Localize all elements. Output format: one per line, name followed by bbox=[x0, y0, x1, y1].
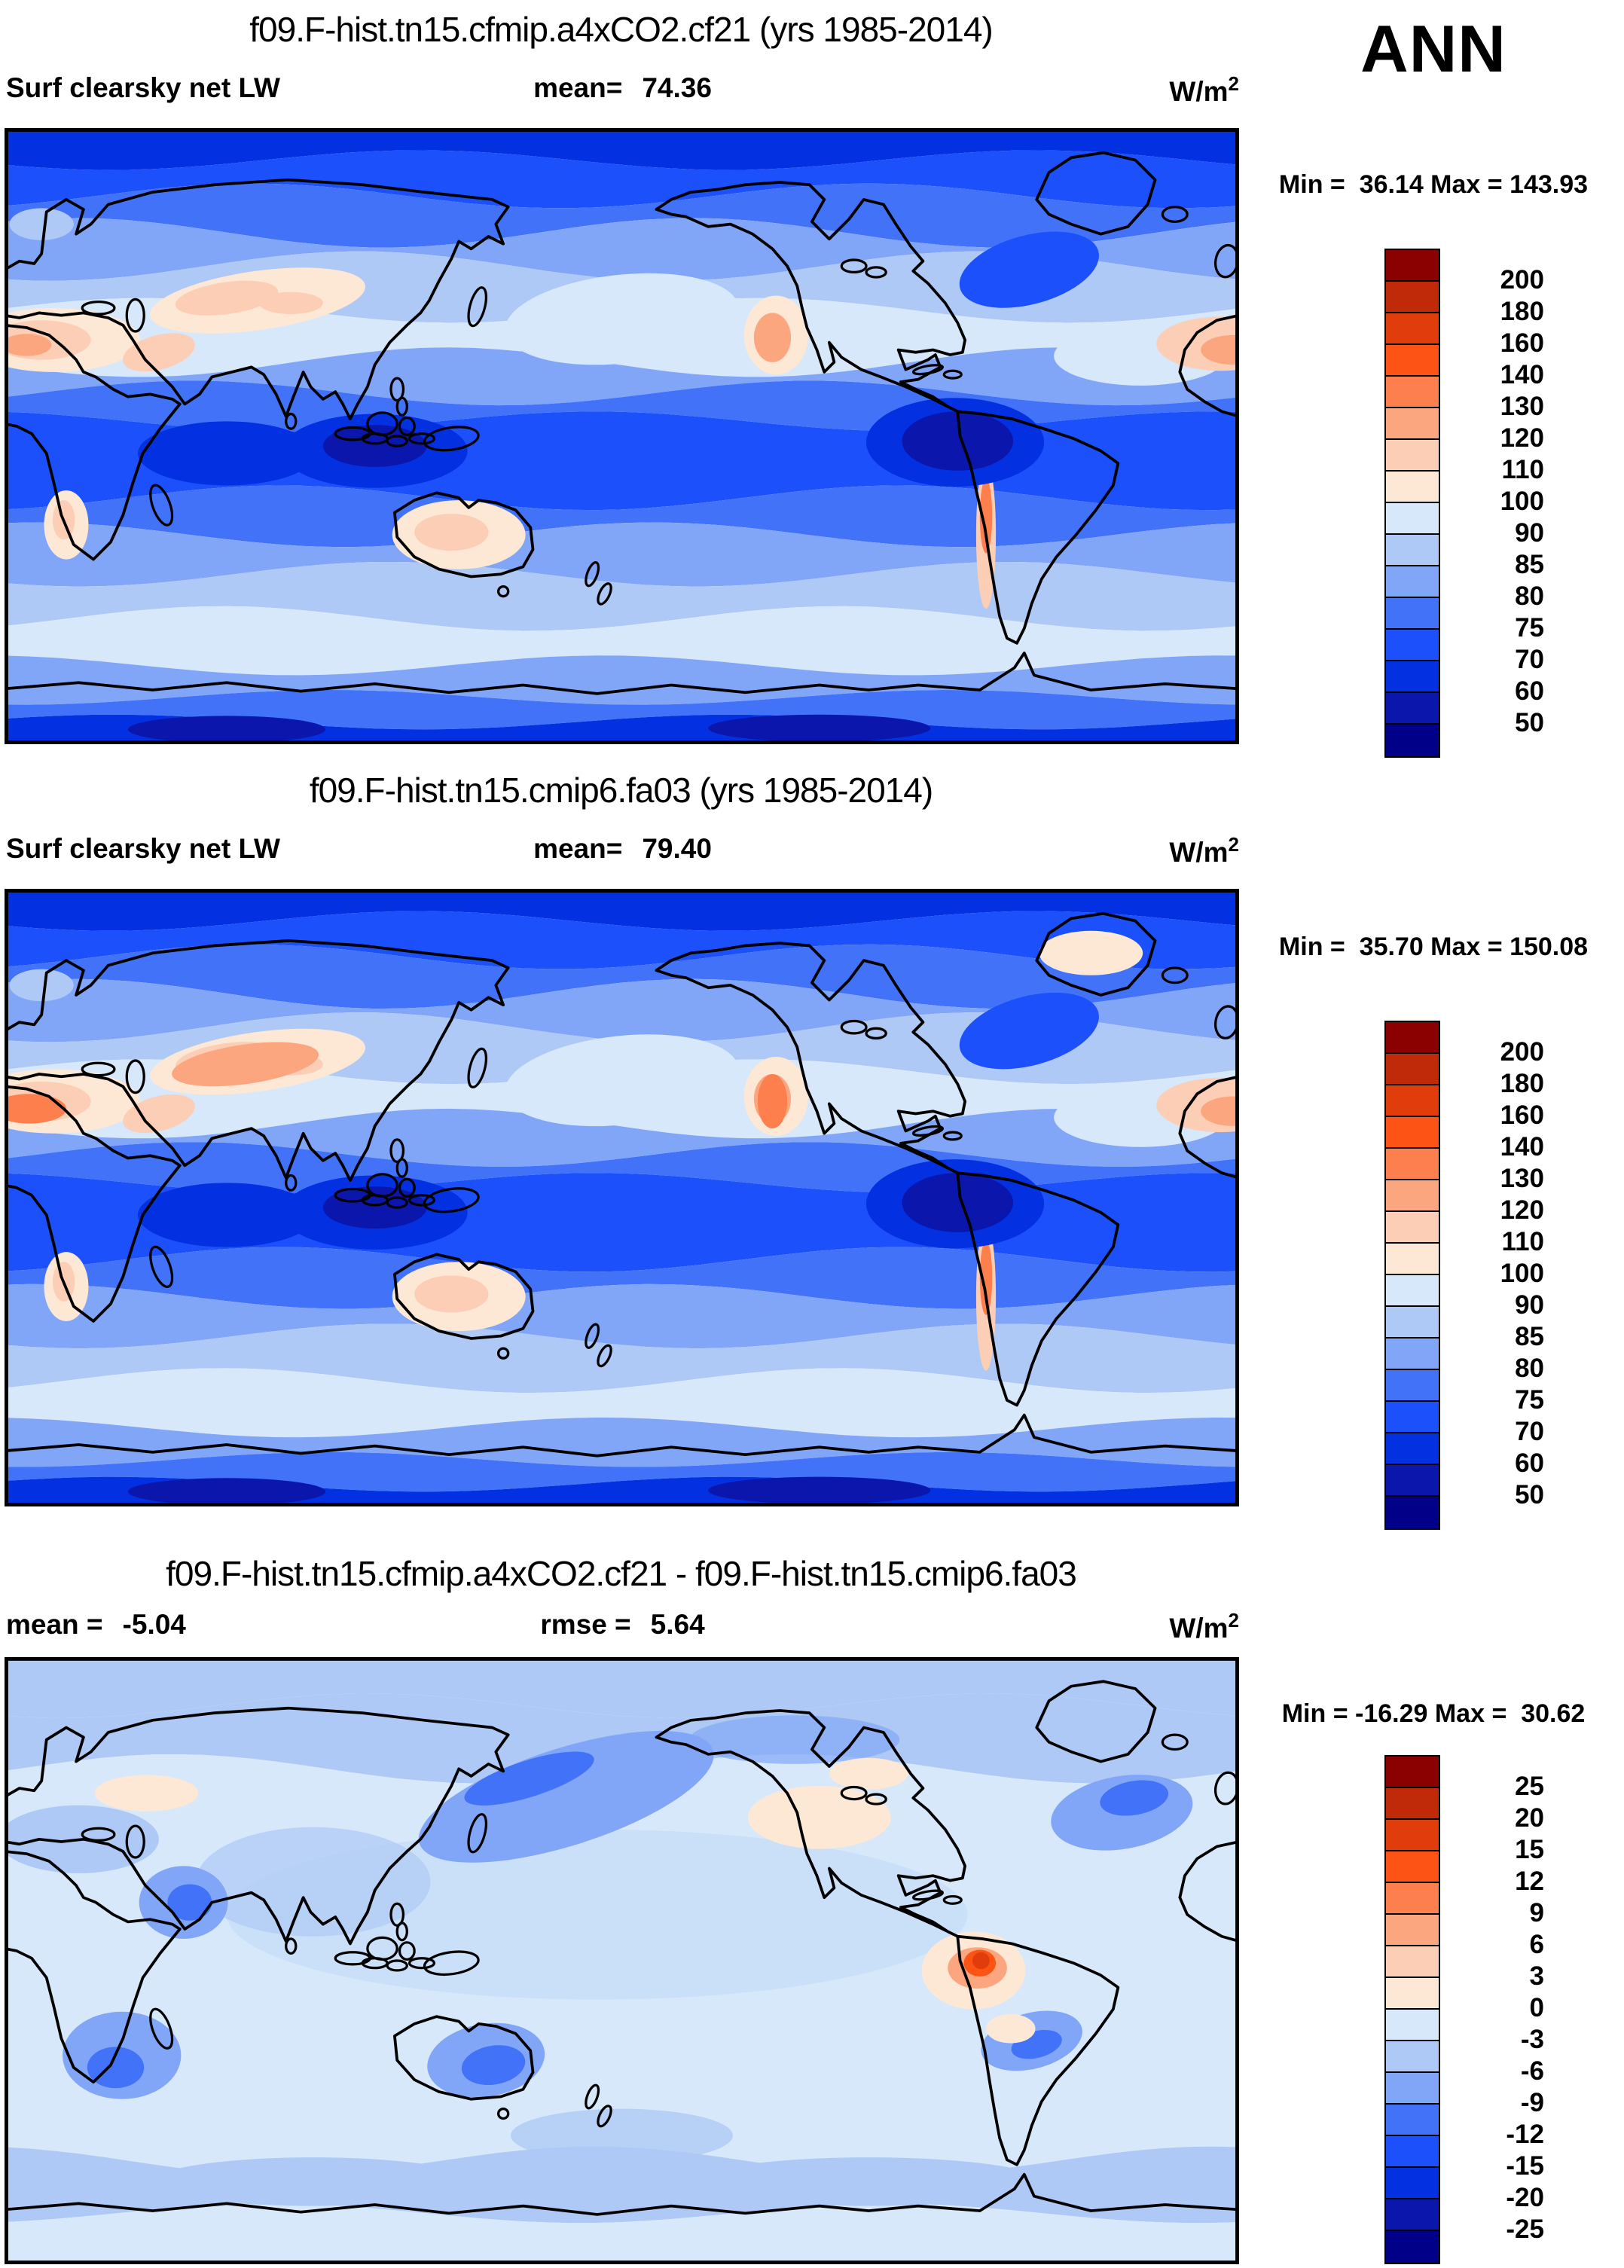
colorbar-3-tick-label: -25 bbox=[1506, 2215, 1544, 2244]
season-label: ANN bbox=[1360, 11, 1506, 86]
colorbar-2-labels: 200 180 160 140 130 120 110 100 90 85 80 75 70 60 50 bbox=[1454, 1021, 1544, 1527]
colorbar-1-tick-label: 70 bbox=[1515, 645, 1544, 674]
panel-1-mean-label: mean= bbox=[533, 72, 623, 103]
colorbar-3-tick-label: 20 bbox=[1515, 1803, 1544, 1833]
colorbar-2-tick-label: 110 bbox=[1501, 1227, 1544, 1256]
colorbar-3-cells bbox=[1384, 1755, 1440, 2264]
map-1-canvas bbox=[5, 128, 1239, 744]
panel-2-units-label: W/m2 bbox=[1169, 833, 1239, 868]
colorbar-1-cells bbox=[1384, 249, 1440, 758]
colorbar-3-tick-label: 6 bbox=[1529, 1930, 1544, 1959]
colorbar-3-tick-label: -6 bbox=[1520, 2056, 1544, 2086]
colorbar-2-tick-label: 85 bbox=[1515, 1322, 1544, 1351]
colorbar-2-tick-label: 100 bbox=[1500, 1259, 1544, 1288]
colorbar-1-tick-label: 90 bbox=[1515, 518, 1544, 548]
colorbar-3-tick-label: 12 bbox=[1515, 1867, 1544, 1896]
panel-3-mean-value: -5.04 bbox=[122, 1609, 186, 1640]
colorbar-3-labels: 25 20 15 12 9 6 3 0 -3 -6 -9 -12 -15 -20 -25 bbox=[1454, 1755, 1544, 2261]
panel-1-title: f09.F-hist.tn15.cfmip.a4xCO2.cf21 (yrs 1… bbox=[249, 10, 993, 49]
panel-2-title: f09.F-hist.tn15.cmip6.fa03 (yrs 1985-201… bbox=[309, 771, 933, 810]
colorbar-2-tick-label: 70 bbox=[1515, 1417, 1544, 1446]
panel-3-rmse-label: rmse = bbox=[540, 1609, 631, 1640]
colorbar-1-tick-label: 200 bbox=[1500, 265, 1544, 295]
colorbar-3-tick-label: -15 bbox=[1506, 2151, 1544, 2181]
colorbar-1-tick-label: 160 bbox=[1500, 328, 1544, 358]
colorbar-1-tick-label: 140 bbox=[1500, 360, 1544, 389]
colorbar-1-tick-label: 110 bbox=[1501, 455, 1544, 484]
colorbar-1-tick-label: 120 bbox=[1500, 423, 1544, 453]
panel-2-minmax: Min = 35.70 Max = 150.08 bbox=[1278, 933, 1589, 961]
colorbar-3-tick-label: 25 bbox=[1515, 1772, 1544, 1801]
colorbar-3-tick-label: 0 bbox=[1529, 1993, 1544, 2022]
colorbar-1-tick-label: 180 bbox=[1500, 297, 1544, 326]
panel-2-mean-value: 79.40 bbox=[642, 833, 712, 864]
panel-3-units-label: W/m2 bbox=[1169, 1609, 1239, 1644]
colorbar-1-tick-label: 75 bbox=[1515, 613, 1544, 643]
panel-1-variable-label: Surf clearsky net LW bbox=[6, 72, 280, 103]
colorbar-1-tick-label: 50 bbox=[1515, 708, 1544, 737]
map-panel-1 bbox=[5, 128, 1239, 744]
panel-1-mean-value: 74.36 bbox=[642, 72, 712, 103]
panel-2-mean-label: mean= bbox=[533, 833, 623, 864]
colorbar-2-tick-label: 75 bbox=[1515, 1385, 1544, 1415]
colorbar-2: 200 180 160 140 130 120 110 100 90 85 80 75 70 60 50 bbox=[1384, 1021, 1624, 1530]
colorbar-3-tick-label: -20 bbox=[1506, 2183, 1544, 2212]
colorbar-1-tick-label: 100 bbox=[1500, 487, 1544, 516]
colorbar-2-tick-label: 120 bbox=[1500, 1195, 1544, 1225]
colorbar-2-tick-label: 60 bbox=[1515, 1448, 1544, 1478]
map-panel-3 bbox=[5, 1657, 1239, 2264]
colorbar-3-tick-label: -12 bbox=[1506, 2120, 1544, 2149]
colorbar-1-tick-label: 85 bbox=[1515, 550, 1544, 579]
colorbar-3-tick-label: 9 bbox=[1529, 1898, 1544, 1928]
colorbar-1-tick-label: 60 bbox=[1515, 676, 1544, 706]
colorbar-1-labels: 200 180 160 140 130 120 110 100 90 85 80 75 70 60 50 bbox=[1454, 249, 1544, 755]
map-2-canvas bbox=[5, 889, 1239, 1506]
colorbar-3-tick-label: 15 bbox=[1515, 1835, 1544, 1864]
colorbar-2-tick-label: 90 bbox=[1515, 1290, 1544, 1320]
colorbar-2-tick-label: 130 bbox=[1500, 1164, 1544, 1193]
colorbar-2-cells bbox=[1384, 1021, 1440, 1530]
colorbar-2-tick-label: 50 bbox=[1515, 1480, 1544, 1509]
panel-3-header: mean = -5.04 rmse = 5.64 W/m2 bbox=[6, 1609, 1239, 1647]
colorbar-3-tick-label: 3 bbox=[1529, 1961, 1544, 1991]
panel-3-minmax: Min = -16.29 Max = 30.62 bbox=[1281, 1699, 1586, 1728]
panel-2-header: Surf clearsky net LW mean= 79.40 W/m2 bbox=[6, 833, 1239, 871]
panel-1-units-label: W/m2 bbox=[1169, 72, 1239, 107]
map-3-canvas bbox=[5, 1657, 1239, 2264]
colorbar-2-tick-label: 180 bbox=[1500, 1069, 1544, 1098]
colorbar-3: 25 20 15 12 9 6 3 0 -3 -6 -9 -12 -15 -20 -25 bbox=[1384, 1755, 1624, 2264]
panel-2-variable-label: Surf clearsky net LW bbox=[6, 833, 280, 864]
panel-3-title: f09.F-hist.tn15.cfmip.a4xCO2.cf21 - f09.… bbox=[166, 1554, 1077, 1593]
panel-3-mean-label: mean = bbox=[6, 1609, 103, 1640]
panel-1-header: Surf clearsky net LW mean= 74.36 W/m2 bbox=[6, 72, 1239, 110]
colorbar-1: 200 180 160 140 130 120 110 100 90 85 80 75 70 60 50 bbox=[1384, 249, 1624, 758]
colorbar-2-tick-label: 160 bbox=[1500, 1100, 1544, 1130]
colorbar-2-tick-label: 80 bbox=[1515, 1354, 1544, 1383]
colorbar-3-tick-label: -9 bbox=[1520, 2088, 1544, 2117]
map-panel-2 bbox=[5, 889, 1239, 1506]
colorbar-2-tick-label: 140 bbox=[1500, 1132, 1544, 1161]
panel-3-rmse-value: 5.64 bbox=[650, 1609, 705, 1640]
colorbar-1-tick-label: 80 bbox=[1515, 581, 1544, 611]
colorbar-3-tick-label: -3 bbox=[1520, 2025, 1544, 2054]
panel-1-minmax: Min = 36.14 Max = 143.93 bbox=[1278, 170, 1589, 199]
colorbar-2-tick-label: 200 bbox=[1500, 1037, 1544, 1067]
colorbar-1-tick-label: 130 bbox=[1500, 392, 1544, 421]
